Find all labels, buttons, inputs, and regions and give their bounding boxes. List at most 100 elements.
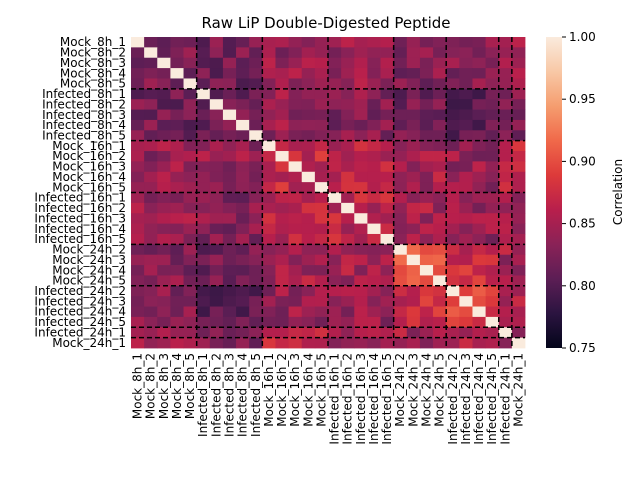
heatmap-cell: [485, 244, 500, 256]
heatmap-cell: [419, 171, 434, 183]
heatmap-cell: [288, 213, 303, 224]
heatmap-cell: [328, 78, 342, 90]
x-tick-label: Mock_24h_4: [420, 353, 434, 427]
heatmap-cell: [170, 337, 184, 349]
heatmap-cell: [498, 182, 513, 193]
heatmap-cell: [367, 233, 381, 245]
y-tick-label: Mock_16h_4: [52, 170, 126, 184]
heatmap-cell: [144, 57, 158, 69]
heatmap-cell: [262, 213, 276, 224]
heatmap-cell: [209, 182, 224, 193]
heatmap-cell: [262, 119, 276, 131]
heatmap-cell: [314, 223, 329, 235]
heatmap-cell: [446, 316, 460, 328]
heatmap-cell: [406, 296, 421, 307]
heatmap-cell: [262, 275, 276, 287]
heatmap-cell: [236, 161, 250, 173]
heatmap-cell: [131, 171, 145, 183]
heatmap-cell: [314, 233, 329, 245]
heatmap-cell: [301, 119, 316, 131]
heatmap-cell: [367, 265, 381, 276]
heatmap-cell: [485, 161, 500, 173]
heatmap-cell: [249, 57, 263, 69]
x-tick-label: Mock_16h_2: [275, 353, 289, 427]
heatmap-cell: [433, 171, 447, 183]
heatmap-cell: [144, 233, 158, 245]
heatmap-cell: [446, 275, 460, 287]
heatmap-cell: [249, 68, 263, 79]
heatmap-cell: [157, 265, 171, 276]
heatmap-cell: [485, 202, 500, 214]
heatmap-cell: [314, 130, 329, 142]
heatmap-cell: [419, 275, 434, 287]
heatmap-cell: [393, 275, 408, 287]
heatmap-cell: [222, 192, 237, 204]
heatmap-cell: [419, 316, 434, 328]
heatmap-cell: [288, 265, 303, 276]
x-tick-label: Infected_16h_1: [328, 353, 342, 445]
heatmap-cell: [341, 265, 355, 276]
heatmap-cell: [196, 140, 211, 152]
heatmap-cell: [498, 213, 513, 224]
heatmap-cell: [144, 285, 158, 297]
heatmap-cell: [144, 37, 158, 48]
heatmap-cell: [341, 213, 355, 224]
heatmap-cell: [196, 57, 211, 69]
heatmap-cell: [170, 109, 184, 121]
heatmap-cell: [249, 223, 263, 235]
heatmap-cell: [209, 130, 224, 142]
heatmap-cell: [341, 233, 355, 245]
heatmap-cell: [249, 337, 263, 349]
heatmap-cell: [354, 119, 368, 131]
heatmap-cell: [511, 233, 526, 245]
x-tick-label: Mock_8h_5: [183, 353, 197, 419]
heatmap-cell: [183, 109, 198, 121]
heatmap-cell: [131, 223, 145, 235]
heatmap-cell: [328, 171, 342, 183]
heatmap-cell: [406, 78, 421, 90]
heatmap-cell: [459, 78, 473, 90]
heatmap-cell: [419, 337, 434, 349]
heatmap-cell: [367, 327, 381, 339]
heatmap-cell: [354, 68, 368, 79]
heatmap-cell: [406, 223, 421, 235]
heatmap-cell: [288, 88, 303, 100]
heatmap-cell: [157, 99, 171, 110]
heatmap-cell: [196, 223, 211, 235]
heatmap-cell: [354, 275, 368, 287]
heatmap-cell: [354, 244, 368, 256]
heatmap-cell: [249, 254, 263, 266]
heatmap-cell: [393, 57, 408, 69]
heatmap-cell: [485, 285, 500, 297]
heatmap-cell: [367, 57, 381, 69]
heatmap-cell: [222, 306, 237, 318]
heatmap-cell: [393, 109, 408, 121]
heatmap-cell: [275, 140, 289, 152]
heatmap-cell: [341, 119, 355, 131]
heatmap-cell: [511, 171, 526, 183]
heatmap-cell: [406, 233, 421, 245]
heatmap-cell: [406, 161, 421, 173]
heatmap-cell: [498, 47, 513, 59]
heatmap-cell: [433, 275, 447, 287]
heatmap-cell: [209, 78, 224, 90]
heatmap-cell: [288, 306, 303, 318]
heatmap-cell: [511, 337, 526, 349]
x-tick-label: Mock_24h_3: [406, 353, 420, 427]
heatmap-cell: [485, 88, 500, 100]
heatmap-cell: [419, 285, 434, 297]
heatmap-cell: [341, 244, 355, 256]
heatmap-cell: [354, 285, 368, 297]
heatmap-cell: [222, 171, 237, 183]
heatmap-cell: [446, 140, 460, 152]
heatmap-cell: [380, 109, 395, 121]
heatmap-cell: [209, 244, 224, 256]
heatmap-cell: [472, 130, 486, 142]
y-tick-label: Mock_8h_5: [60, 77, 126, 91]
colorbar-label: Correlation: [611, 159, 625, 225]
heatmap-cell: [236, 130, 250, 142]
x-tick-label: Infected_8h_2: [209, 353, 223, 437]
heatmap-cell: [419, 233, 434, 245]
heatmap-cell: [367, 244, 381, 256]
heatmap-cell: [341, 161, 355, 173]
